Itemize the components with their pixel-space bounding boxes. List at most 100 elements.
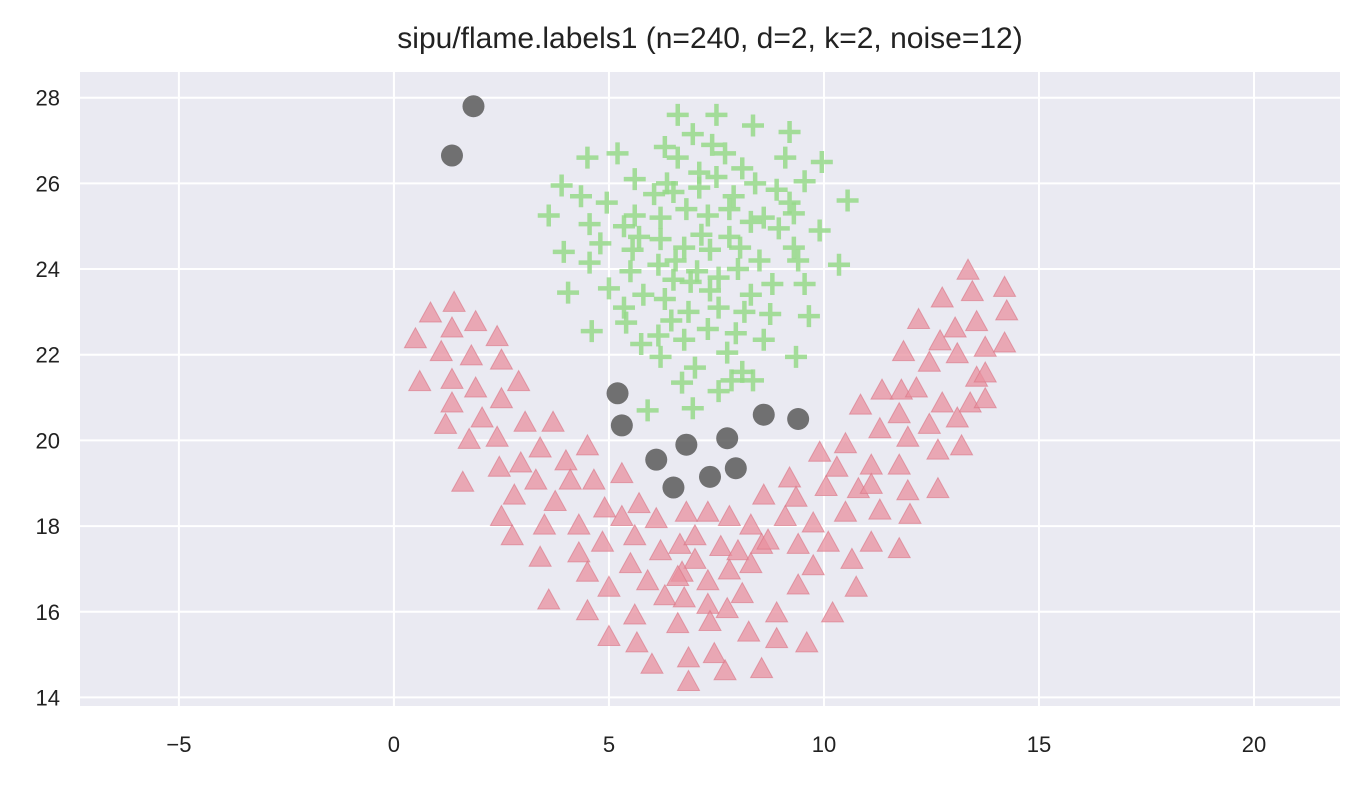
- cluster-1-point: [895, 478, 920, 501]
- cluster-2-point: [589, 232, 612, 255]
- cluster-2-point: [778, 120, 801, 143]
- cluster-2-point: [718, 225, 741, 248]
- cluster-1-point: [956, 258, 980, 280]
- noise-point: [606, 382, 629, 405]
- noise-point: [462, 95, 485, 118]
- cluster-2-point: [621, 238, 644, 261]
- cluster-2-point: [739, 210, 762, 233]
- cluster-1-point: [917, 412, 942, 434]
- cluster-2-point: [612, 296, 635, 319]
- cluster-1-point: [833, 431, 858, 454]
- cluster-1-point: [674, 500, 699, 522]
- cluster-1-point: [794, 630, 819, 653]
- cluster-2-point: [660, 309, 683, 332]
- cluster-1-point: [597, 624, 621, 646]
- cluster-2-point: [576, 146, 599, 169]
- y-tick-label: 18: [36, 514, 60, 539]
- cluster-1-point: [566, 540, 591, 563]
- cluster-2-point: [748, 249, 771, 272]
- cluster-1-point: [640, 652, 664, 674]
- cluster-2-point: [597, 277, 620, 300]
- cluster-2-point: [671, 371, 694, 394]
- cluster-2-point: [793, 170, 816, 193]
- cluster-2-point: [774, 146, 797, 169]
- cluster-1-point: [844, 575, 869, 597]
- cluster-2-point: [649, 206, 672, 229]
- cluster-1-point: [665, 564, 690, 586]
- cluster-2-point: [677, 300, 700, 323]
- noise-point: [610, 414, 633, 437]
- cluster-1-point: [730, 581, 755, 604]
- chart-title: sipu/flame.labels1 (n=240, d=2, k=2, noi…: [397, 22, 1023, 55]
- cluster-1-point: [726, 538, 750, 561]
- cluster-2-point: [649, 228, 672, 251]
- cluster-1-point: [489, 348, 514, 370]
- cluster-1-point: [928, 328, 952, 351]
- cluster-2-point: [744, 172, 767, 195]
- cluster-2-point: [664, 249, 687, 272]
- cluster-1-point: [848, 393, 873, 415]
- cluster-1-point: [917, 350, 942, 372]
- cluster-2-point: [628, 225, 651, 248]
- cluster-1-point: [786, 532, 811, 554]
- cluster-1-point: [442, 290, 466, 312]
- cluster-1-point: [575, 433, 600, 456]
- cluster-2-point: [733, 300, 756, 323]
- cluster-1-point: [739, 551, 763, 574]
- cluster-2-point: [701, 133, 724, 156]
- cluster-2-point: [761, 273, 784, 296]
- cluster-2-point: [810, 150, 833, 173]
- noise-point: [675, 433, 698, 456]
- cluster-1-point: [756, 528, 780, 550]
- cluster-1-point: [648, 538, 673, 561]
- cluster-1-point: [433, 412, 458, 434]
- cluster-1-point: [502, 483, 527, 505]
- cluster-2-point: [808, 219, 831, 242]
- cluster-1-point: [807, 440, 832, 462]
- cluster-1-point: [582, 468, 606, 490]
- cluster-1-point: [696, 500, 720, 522]
- cluster-1-point: [683, 523, 707, 546]
- cluster-1-point: [964, 309, 989, 332]
- x-tick-label: 20: [1242, 732, 1266, 757]
- axis-ticks: −5 0 5 10 15 20 14 16 18 20 22 24 26 28: [36, 86, 1267, 757]
- cluster-2-point: [793, 273, 816, 296]
- cluster-2-point: [688, 161, 711, 184]
- cluster-1-point: [440, 315, 464, 338]
- cluster-1-point: [825, 455, 849, 477]
- cluster-1-point: [816, 530, 841, 552]
- cluster-1-point: [868, 416, 892, 439]
- cluster-2-point: [707, 380, 730, 403]
- cluster-1-point: [457, 427, 482, 449]
- noise-point: [716, 427, 739, 450]
- cluster-1-point: [764, 626, 789, 649]
- cluster-1-point: [543, 489, 568, 512]
- noise-point: [752, 403, 775, 426]
- cluster-1-point: [949, 433, 974, 456]
- cluster-1-point: [403, 326, 428, 349]
- cluster-2-point: [653, 135, 676, 158]
- cluster-2-point: [767, 217, 790, 240]
- cluster-1-point: [440, 390, 464, 413]
- cluster-1-point: [627, 491, 651, 514]
- cluster-1-point: [485, 324, 509, 347]
- cluster-2-point: [797, 305, 820, 328]
- cluster-2-point: [681, 123, 704, 146]
- cluster-1-point: [506, 369, 531, 392]
- cluster-1-point: [814, 474, 838, 497]
- cluster-2-point: [673, 328, 696, 351]
- cluster-1-point: [528, 545, 552, 567]
- cluster-1-point: [672, 585, 697, 608]
- cluster-2-point: [666, 146, 689, 169]
- grid-lines: [80, 72, 1340, 706]
- cluster-2-point: [578, 251, 601, 274]
- cluster-1-point: [463, 375, 488, 398]
- cluster-1-point: [597, 575, 621, 597]
- cluster-1-point: [895, 425, 920, 447]
- noise-point: [787, 407, 810, 430]
- cluster-2-point: [729, 236, 752, 259]
- cluster-1-point: [840, 547, 864, 569]
- cluster-1-point: [644, 506, 669, 529]
- cluster-2-point: [720, 369, 743, 392]
- cluster-1-point: [870, 378, 894, 400]
